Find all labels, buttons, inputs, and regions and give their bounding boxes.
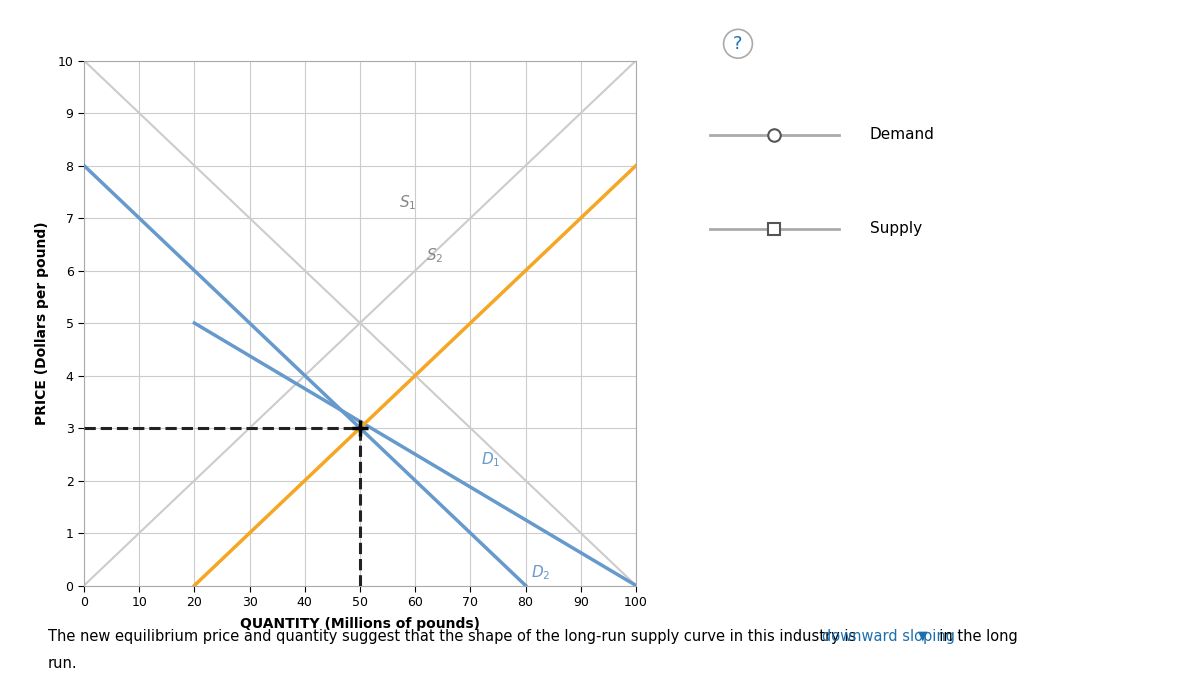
Text: $D_1$: $D_1$ <box>481 451 500 470</box>
Text: Supply: Supply <box>870 221 922 236</box>
Text: $D_2$: $D_2$ <box>532 563 551 582</box>
Text: run.: run. <box>48 656 78 671</box>
Text: in the long: in the long <box>930 629 1018 644</box>
Text: ▼: ▼ <box>914 629 928 642</box>
Text: downward sloping: downward sloping <box>822 629 955 644</box>
Text: The new equilibrium price and quantity suggest that the shape of the long-run su: The new equilibrium price and quantity s… <box>48 629 860 644</box>
Text: $S_2$: $S_2$ <box>426 246 444 264</box>
Y-axis label: PRICE (Dollars per pound): PRICE (Dollars per pound) <box>35 221 49 425</box>
X-axis label: QUANTITY (Millions of pounds): QUANTITY (Millions of pounds) <box>240 617 480 631</box>
Text: ?: ? <box>733 35 743 52</box>
Text: Demand: Demand <box>870 127 935 142</box>
Text: $S_1$: $S_1$ <box>398 194 416 212</box>
